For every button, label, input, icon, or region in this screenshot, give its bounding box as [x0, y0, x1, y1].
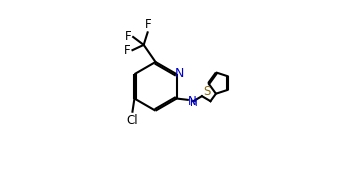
Text: N: N — [175, 67, 184, 80]
Text: Cl: Cl — [127, 114, 138, 127]
Text: F: F — [125, 30, 132, 43]
Text: S: S — [204, 85, 211, 98]
Text: H: H — [190, 98, 198, 108]
Text: N: N — [188, 95, 197, 108]
Text: F: F — [124, 44, 131, 57]
Text: F: F — [145, 18, 151, 31]
